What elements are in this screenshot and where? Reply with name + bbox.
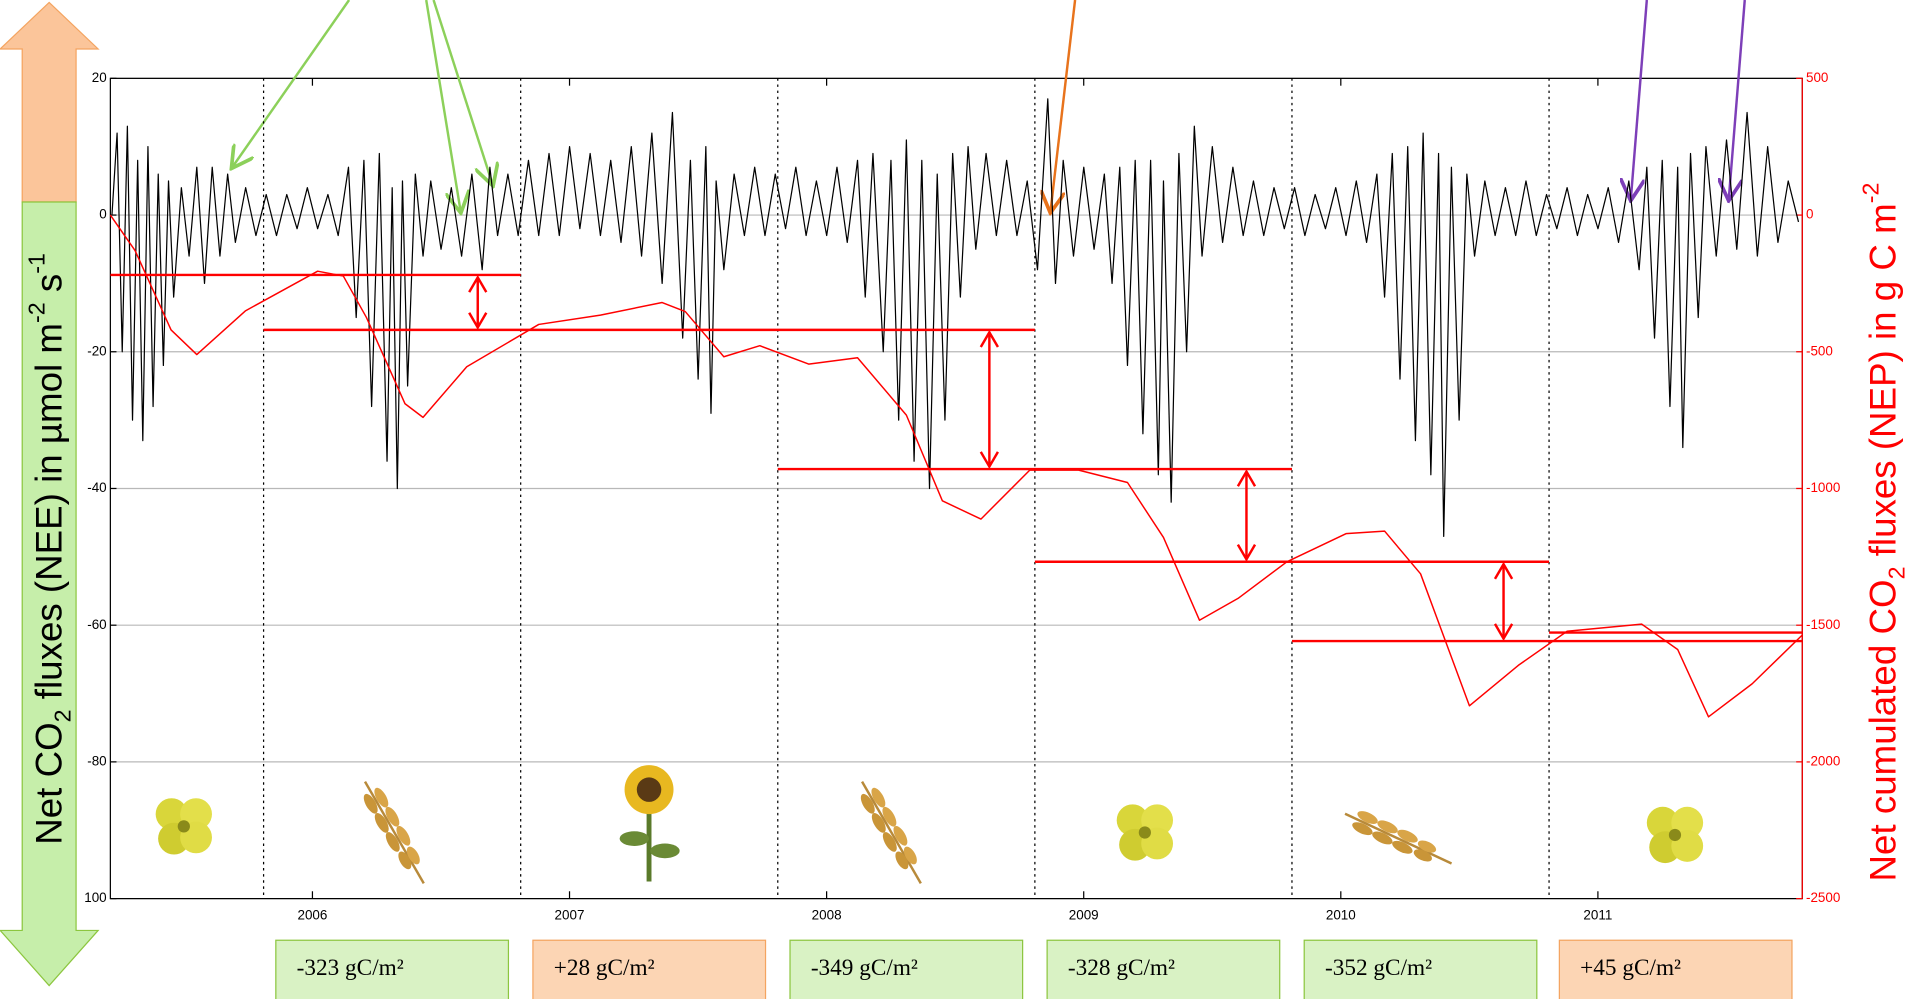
y-tick-label: -60 bbox=[87, 617, 106, 632]
x-tick-label: 2006 bbox=[297, 907, 327, 922]
axis-title-part: fluxes (NEP) in g C m bbox=[1862, 203, 1903, 566]
axis-title-part: -2 bbox=[1858, 183, 1884, 204]
y-tick-label: -80 bbox=[87, 753, 106, 768]
axis-title: Net cumulated CO2 fluxes (NEP) in g C m-… bbox=[1858, 183, 1910, 882]
y2-tick-label: -1000 bbox=[1806, 480, 1840, 495]
x-tick-label: 2008 bbox=[812, 907, 842, 922]
sunflower-icon bbox=[620, 765, 680, 881]
crop-icons bbox=[156, 765, 1703, 889]
difference-arrow bbox=[1238, 472, 1255, 560]
balance-label: -323 gC/m² bbox=[297, 955, 404, 981]
canola-icon bbox=[1117, 804, 1173, 860]
axis-title-part: fluxes (NEE) in µmol m bbox=[28, 323, 69, 709]
wheat-icon bbox=[355, 776, 433, 889]
axis-title-part: Net CO bbox=[28, 722, 69, 844]
wheat-icon bbox=[853, 776, 931, 889]
balance-label: +28 gC/m² bbox=[554, 955, 655, 981]
y-tick-label: 20 bbox=[92, 70, 107, 85]
balance-label: -352 gC/m² bbox=[1325, 955, 1432, 981]
y-tick-label: 0 bbox=[99, 207, 106, 222]
axis-title-part: -1 bbox=[24, 253, 50, 274]
canola-icon bbox=[1647, 807, 1703, 863]
y2-tick-label: -1500 bbox=[1806, 617, 1840, 632]
y-tick-label: 100 bbox=[84, 890, 106, 905]
balance-label: -349 gC/m² bbox=[811, 955, 918, 981]
y2-tick-label: -500 bbox=[1806, 343, 1833, 358]
difference-arrow bbox=[469, 277, 486, 327]
axis-title-part: Net cumulated CO bbox=[1862, 579, 1903, 881]
axis-title-part: -2 bbox=[24, 302, 50, 323]
wheat-icon bbox=[1340, 804, 1456, 874]
difference-arrow bbox=[1495, 564, 1512, 638]
x-tick-label: 2011 bbox=[1583, 907, 1612, 922]
axis-title-part: 2 bbox=[50, 709, 76, 722]
y-tick-label: -40 bbox=[87, 480, 106, 495]
y-tick-label: -20 bbox=[87, 343, 106, 358]
axis-title-part: 2 bbox=[1884, 566, 1910, 579]
difference-arrow bbox=[981, 332, 998, 466]
balance-label: +45 gC/m² bbox=[1580, 955, 1681, 981]
page: 20 0 -20 -40 -60 -80 100 500 0 -500 -1000 -1500 -200… bbox=[0, 0, 1920, 999]
chart: 20 0 -20 -40 -60 -80 100 500 0 -500 -1000 -1500 -200… bbox=[0, 0, 1920, 999]
y2-tick-label: -2000 bbox=[1806, 753, 1840, 768]
x-tick-label: 2009 bbox=[1069, 907, 1099, 922]
x-tick-label: 2010 bbox=[1326, 907, 1356, 922]
axis-title-part: s bbox=[28, 274, 69, 303]
y2-tick-label: 0 bbox=[1806, 207, 1813, 222]
x-tick-label: 2007 bbox=[555, 907, 585, 922]
data-line bbox=[112, 99, 1799, 536]
y2-tick-label: 500 bbox=[1806, 70, 1828, 85]
balance-label: -328 gC/m² bbox=[1068, 955, 1175, 981]
canola-icon bbox=[156, 798, 212, 854]
y2-tick-label: -2500 bbox=[1806, 890, 1840, 905]
axis-title: Net CO2 fluxes (NEE) in µmol m-2 s-1 bbox=[24, 253, 76, 845]
